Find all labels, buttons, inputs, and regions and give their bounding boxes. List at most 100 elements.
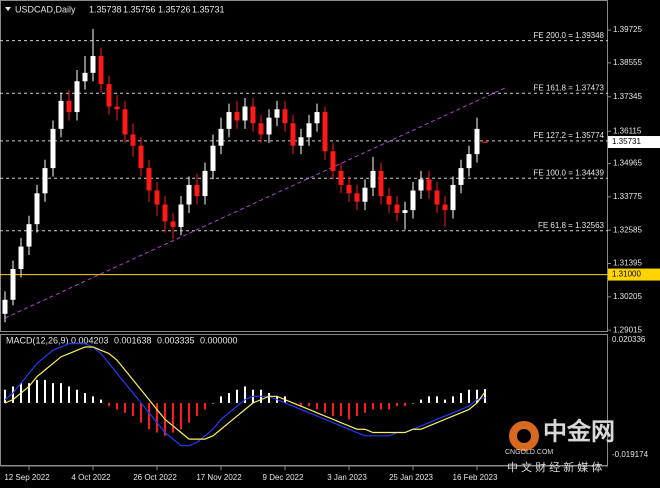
candle-body — [386, 196, 392, 205]
support-price-box — [608, 268, 660, 281]
trend-line — [4, 87, 506, 319]
candle-body — [146, 168, 152, 191]
candle-body — [402, 210, 408, 213]
macd-histogram-bar — [124, 402, 126, 413]
macd-histogram-bar — [228, 393, 230, 403]
candle-body — [154, 190, 160, 205]
candle-body — [50, 128, 56, 169]
y-tick-label: 1.37345 — [613, 92, 642, 101]
support-price-label: 1.31000 — [612, 270, 641, 279]
candle-body — [338, 170, 344, 185]
candle-body — [258, 123, 264, 135]
y-tick-label: 1.39725 — [613, 25, 642, 34]
candle-body — [218, 128, 224, 146]
macd-histogram-bar — [412, 402, 414, 404]
candle-body — [282, 109, 288, 124]
candle-body — [450, 184, 456, 211]
macd-histogram-bar — [396, 402, 398, 407]
macd-axis-max: 0.020336 — [612, 335, 646, 344]
candle-body — [226, 112, 232, 129]
macd-histogram-bar — [76, 389, 78, 403]
macd-histogram-bar — [60, 383, 62, 403]
current-price-box — [608, 136, 660, 149]
macd-histogram-bar — [380, 402, 382, 410]
candle-body — [98, 56, 104, 85]
macd-histogram-bar — [36, 379, 38, 403]
candle-body — [66, 100, 72, 113]
candle-body — [18, 246, 24, 269]
candle-body — [266, 117, 272, 135]
y-tick-label: 1.33775 — [613, 192, 642, 201]
macd-histogram-bar — [268, 393, 270, 403]
y-tick-label: 1.36115 — [613, 126, 642, 135]
watermark-logo-inner — [517, 429, 531, 443]
macd-readout: 0.001638 — [114, 335, 152, 345]
candle-body — [122, 109, 128, 135]
x-tick-label: 12 Sep 2022 — [4, 473, 50, 482]
ohlc-close: 1.35731 — [192, 4, 225, 14]
candle-body — [298, 137, 304, 146]
x-tick-label: 3 Jan 2023 — [327, 473, 367, 482]
macd-histogram-bar — [356, 402, 358, 417]
fib-label: FE 127.2 = 1.35774 — [534, 131, 605, 140]
macd-histogram-bar — [244, 386, 246, 403]
x-tick-label: 26 Oct 2022 — [133, 473, 177, 482]
candle-body — [306, 123, 312, 138]
candle-body — [130, 134, 136, 146]
candle-body — [434, 190, 440, 205]
macd-histogram-bar — [348, 402, 350, 420]
ohlc-open: 1.35738 — [89, 4, 122, 14]
candle-body — [58, 100, 64, 129]
candle-body — [322, 112, 328, 152]
candle-body — [178, 204, 184, 227]
macd-readout: 0.003335 — [157, 335, 195, 345]
macd-histogram-bar — [468, 389, 470, 403]
candle-body — [106, 84, 112, 107]
candle-body — [250, 106, 256, 124]
fib-label: FE 100.0 = 1.34439 — [534, 168, 605, 177]
macd-histogram-bar — [188, 402, 190, 423]
macd-histogram-bar — [148, 402, 150, 430]
macd-histogram-bar — [180, 402, 182, 430]
macd-readout: 0.004203 — [71, 335, 109, 345]
macd-histogram-bar — [44, 379, 46, 403]
macd-histogram-bar — [476, 389, 478, 403]
candle-body — [378, 170, 384, 197]
y-tick-label: 1.31395 — [613, 259, 642, 268]
macd-histogram-bar — [132, 402, 134, 417]
macd-histogram-bar — [324, 402, 326, 413]
candle-body — [194, 184, 200, 197]
macd-histogram-bar — [220, 396, 222, 403]
main-panel-frame — [0, 0, 608, 332]
macd-histogram-bar — [108, 402, 110, 407]
ohlc-low: 1.35726 — [158, 4, 191, 14]
candle-body — [354, 193, 360, 202]
candle-body — [346, 184, 352, 194]
candle-body — [2, 299, 8, 314]
y-tick-label: 1.38555 — [613, 58, 642, 67]
macd-title: MACD(12,26,9) — [6, 335, 69, 345]
candle-body — [394, 204, 400, 213]
candle-body — [426, 179, 432, 191]
candle-body — [138, 145, 144, 169]
fib-label: FE 161.8 = 1.37473 — [534, 83, 605, 92]
macd-histogram-bar — [460, 393, 462, 403]
y-tick-label: 1.29015 — [613, 325, 642, 334]
candle-body — [370, 170, 376, 188]
macd-histogram-bar — [52, 383, 54, 403]
macd-histogram-bar — [436, 396, 438, 403]
candle-body — [466, 154, 472, 169]
macd-readout: 0.000000 — [200, 335, 238, 345]
macd-histogram-bar — [420, 399, 422, 403]
macd-histogram-bar — [300, 402, 302, 407]
candle-body — [482, 141, 488, 143]
macd-histogram-bar — [84, 393, 86, 403]
candle-body — [210, 145, 216, 171]
macd-histogram-bar — [100, 399, 102, 403]
macd-histogram-bar — [236, 389, 238, 403]
candle-body — [410, 190, 416, 211]
symbol-label: USDCAD,Daily — [15, 4, 76, 14]
candle-body — [458, 168, 464, 185]
watermark-slogan: 中 文 财 经 新 媒 体 — [507, 460, 602, 474]
watermark-brand: 中金网 — [543, 417, 615, 445]
